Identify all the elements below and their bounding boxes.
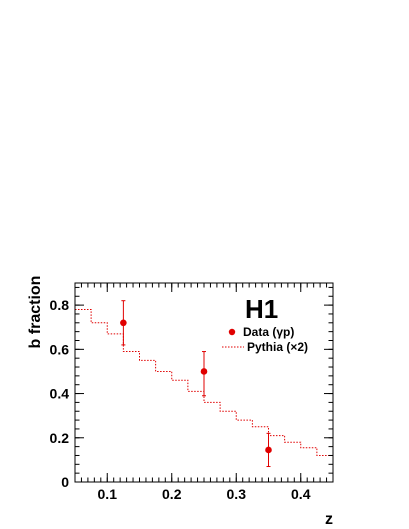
x-axis-label: z (325, 511, 333, 528)
data-point (265, 446, 272, 454)
legend-data-marker (228, 328, 236, 336)
y-tick-label: 0.6 (50, 341, 70, 357)
data-points-layer (120, 300, 272, 468)
logo-h1: H1 (245, 294, 278, 324)
x-tick-label: 0.2 (162, 486, 182, 502)
y-tick-label: 0.4 (50, 386, 70, 402)
data-point (200, 368, 208, 375)
x-tick-label: 0.4 (291, 486, 311, 502)
x-tick-label: 0.1 (98, 486, 118, 502)
data-point (120, 319, 127, 327)
legend-data-label: Data (γp) (243, 325, 294, 339)
y-axis-label: b fraction (27, 276, 44, 349)
y-tick-label: 0.8 (50, 297, 70, 313)
y-tick-label: 0 (61, 474, 69, 490)
x-tick-label: 0.3 (227, 486, 247, 502)
ticks-layer: 0.1 0.2 0.3 0.4 0 0.2 0.4 0.6 0.8 (50, 283, 334, 502)
y-tick-label: 0.2 (50, 430, 70, 446)
legend-pythia-label: Pythia (×2) (247, 340, 308, 354)
